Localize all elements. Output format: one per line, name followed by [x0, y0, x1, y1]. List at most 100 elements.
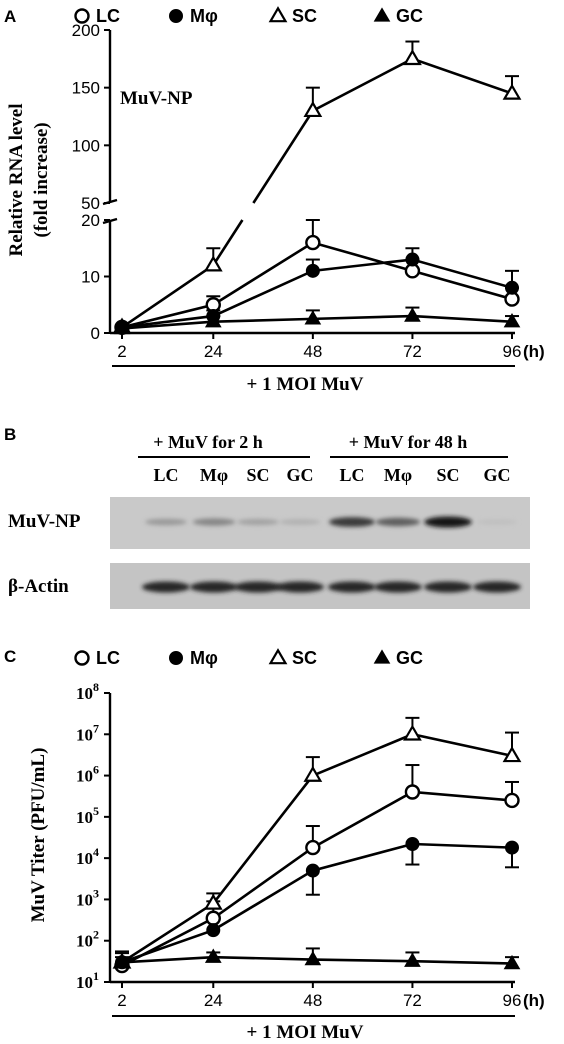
band-beta-actin: [424, 581, 472, 593]
point-sc-a: [403, 48, 422, 66]
y-tick-base-c: 10: [76, 973, 93, 992]
y-tick-label-c: 101: [76, 969, 99, 992]
bands-muv-np: [145, 516, 518, 528]
legend-marker-lc-c: [74, 650, 90, 666]
y-tick-base-c: 10: [76, 725, 93, 744]
point-mphi-c: [405, 837, 420, 852]
legend-label-gc-a: GC: [396, 6, 423, 26]
band-beta-actin: [276, 581, 324, 593]
band-muv-np: [237, 518, 279, 526]
point-sc-a: [303, 100, 323, 118]
band-muv-np: [145, 518, 187, 526]
band-beta-actin: [473, 581, 521, 593]
x-tick-label-a: 48: [303, 342, 322, 361]
x-tick-label-c: 96: [503, 991, 522, 1010]
series-line-lc-a: [121, 241, 513, 329]
series-sc-a: [112, 40, 522, 334]
band-muv-np: [375, 517, 421, 527]
panel-a: A LC Mφ SC GC MuV-NP Relative RNA level (fo…: [4, 6, 545, 395]
series-gc-c: [113, 947, 521, 970]
group-label-2h: + MuV for 2 h: [153, 432, 263, 452]
legend-label-mphi-c: Mφ: [190, 648, 218, 668]
legend-label-gc-c: GC: [396, 648, 423, 668]
point-mphi-c: [505, 840, 519, 855]
legend-label-sc-c: SC: [292, 648, 317, 668]
legend-label-lc-a: LC: [96, 6, 120, 26]
panel-c: C LC Mφ SC GC MuV Titer (PFU/mL) 1011021031…: [4, 647, 545, 1043]
band-muv-np: [476, 519, 518, 525]
y-tick-exponent-c: 5: [93, 804, 99, 818]
y-tick-base-c: 10: [76, 890, 93, 909]
y-tick-base-c: 10: [76, 767, 93, 786]
y-tick-exponent-c: 7: [93, 721, 99, 735]
point-gc-a: [204, 313, 222, 328]
x-tick-label-c: 48: [303, 991, 322, 1010]
y-tick-base-c: 10: [76, 684, 93, 703]
point-sc-c: [502, 746, 522, 763]
x-tick-label-a: 72: [403, 342, 422, 361]
x-tick-label-a: 96: [503, 342, 522, 361]
point-sc-c: [203, 893, 223, 910]
legend-marker-sc-c: [268, 648, 288, 665]
point-mphi-a: [505, 280, 519, 295]
series-gc-a: [113, 306, 521, 335]
lane-label-lc: LC: [153, 465, 178, 485]
point-lc-c: [205, 910, 221, 926]
lane-label-mphi: Mφ: [200, 465, 228, 485]
series-line-lc-c: [121, 790, 513, 967]
band-muv-np: [329, 517, 375, 527]
y-axis-label-a-line2: (fold increase): [31, 122, 52, 237]
plot-c: [112, 716, 522, 974]
y-tick-label-c: 107: [76, 721, 99, 744]
point-mphi-c: [206, 923, 221, 938]
y-tick-exponent-c: 1: [93, 969, 99, 983]
point-gc-c: [204, 948, 222, 963]
y-tick-label-a: 150: [72, 79, 100, 98]
x-axis-label-c: + 1 MOI MuV: [247, 1022, 364, 1043]
row-label-beta-actin: β-Actin: [8, 576, 69, 597]
point-mphi-a: [405, 252, 420, 267]
point-gc-c: [404, 952, 421, 967]
y-tick-base-c: 10: [76, 849, 93, 868]
series-line-sc-a: [252, 57, 513, 204]
point-lc-a: [305, 234, 321, 251]
point-sc-a: [502, 83, 522, 100]
band-beta-actin: [374, 581, 422, 593]
band-muv-np: [192, 518, 236, 526]
panel-letter-b: B: [4, 425, 16, 444]
y-tick-exponent-c: 2: [93, 928, 99, 942]
band-beta-actin: [328, 581, 376, 593]
lane-labels: LC Mφ SC GC LC Mφ SC GC: [153, 465, 510, 485]
y-tick-label-c: 105: [76, 804, 99, 827]
lane-label-sc: SC: [246, 465, 269, 485]
x-tick-label-c: 24: [204, 991, 223, 1010]
y-tick-base-c: 10: [76, 932, 93, 951]
legend-label-sc-a: SC: [292, 6, 317, 26]
legend-marker-gc-c: [373, 649, 391, 664]
legend-marker-lc-a: [74, 8, 90, 24]
legend-label-mphi-a: Mφ: [190, 6, 218, 26]
legend-a: LC Mφ SC GC: [74, 6, 423, 26]
legend-marker-gc-a: [373, 7, 391, 22]
bands-beta-actin: [142, 581, 521, 593]
axes-a: 50 100 150 200 0 10 20 2 24 48 72 96: [72, 21, 522, 361]
x-unit-c: (h): [523, 991, 545, 1010]
lane-label-sc: SC: [436, 465, 459, 485]
point-sc-c: [303, 765, 323, 782]
band-beta-actin: [190, 581, 238, 593]
y-tick-label-c: 103: [76, 886, 99, 909]
row-label-muv-np: MuV-NP: [8, 511, 81, 532]
point-sc-a: [203, 255, 223, 272]
lane-label-mphi: Mφ: [384, 465, 412, 485]
panel-b: B + MuV for 2 h + MuV for 48 h LC Mφ SC GC L…: [4, 425, 530, 609]
series-lc-c: [114, 764, 520, 974]
y-tick-exponent-c: 8: [93, 680, 99, 694]
y-tick-label-c: 104: [76, 845, 99, 868]
legend-marker-mphi-a: [169, 9, 183, 23]
lane-label-lc: LC: [339, 465, 364, 485]
x-tick-label-a: 2: [117, 342, 126, 361]
point-lc-c: [404, 784, 421, 800]
legend-marker-mphi-c: [169, 651, 183, 665]
point-mphi-c: [305, 863, 320, 878]
y-tick-base-c: 10: [76, 808, 93, 827]
